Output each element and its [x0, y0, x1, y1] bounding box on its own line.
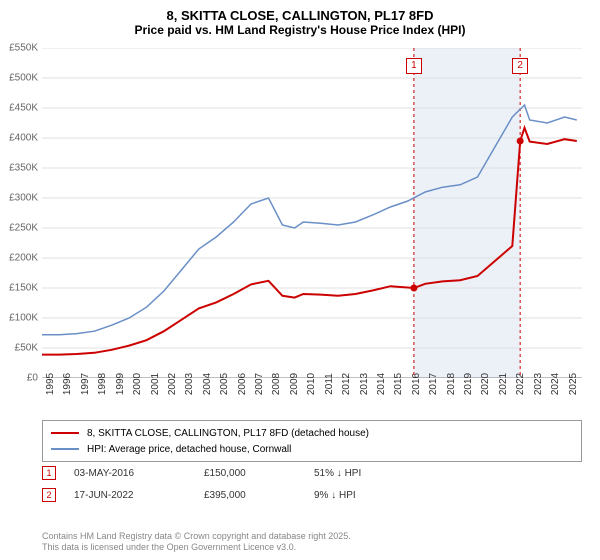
x-tick-label: 2023 [533, 373, 544, 395]
x-tick-label: 2009 [289, 373, 300, 395]
y-tick-label: £400K [0, 133, 38, 144]
x-tick-label: 2002 [167, 373, 178, 395]
y-tick-label: £0 [0, 373, 38, 384]
x-tick-label: 2015 [393, 373, 404, 395]
sale-row: 1 03-MAY-2016£150,00051% ↓ HPI [42, 462, 414, 484]
chart-area: £0£50K£100K£150K£200K£250K£300K£350K£400… [42, 48, 582, 378]
x-tick-label: 2018 [446, 373, 457, 395]
footer-line1: Contains HM Land Registry data © Crown c… [42, 531, 351, 543]
x-tick-label: 2025 [568, 373, 579, 395]
chart-title-block: 8, SKITTA CLOSE, CALLINGTON, PL17 8FD Pr… [0, 0, 600, 41]
sales-table: 1 03-MAY-2016£150,00051% ↓ HPI 2 17-JUN-202… [42, 462, 414, 506]
sale-row-price: £395,000 [204, 490, 314, 501]
y-tick-label: £550K [0, 43, 38, 54]
x-tick-label: 2010 [306, 373, 317, 395]
y-tick-label: £200K [0, 253, 38, 264]
sale-row-delta: 9% ↓ HPI [314, 490, 414, 501]
x-tick-label: 2001 [150, 373, 161, 395]
y-tick-label: £100K [0, 313, 38, 324]
x-tick-label: 2007 [254, 373, 265, 395]
x-tick-label: 2006 [237, 373, 248, 395]
x-tick-label: 2011 [324, 373, 335, 395]
x-tick-label: 2021 [498, 373, 509, 395]
x-tick-label: 2019 [463, 373, 474, 395]
x-tick-label: 2016 [411, 373, 422, 395]
sale-row-marker: 2 [42, 488, 56, 502]
footer-line2: This data is licensed under the Open Gov… [42, 542, 351, 554]
sale-row: 2 17-JUN-2022£395,0009% ↓ HPI [42, 484, 414, 506]
sale-row-delta: 51% ↓ HPI [314, 468, 414, 479]
x-tick-label: 1999 [115, 373, 126, 395]
y-tick-label: £300K [0, 193, 38, 204]
sale-row-price: £150,000 [204, 468, 314, 479]
legend-label: HPI: Average price, detached house, Corn… [87, 444, 291, 455]
sale-marker-box: 2 [512, 58, 528, 74]
legend-item: HPI: Average price, detached house, Corn… [51, 441, 573, 457]
x-tick-label: 2024 [550, 373, 561, 395]
y-tick-label: £150K [0, 283, 38, 294]
sale-row-date: 17-JUN-2022 [74, 490, 204, 501]
sale-row-date: 03-MAY-2016 [74, 468, 204, 479]
sale-marker-box: 1 [406, 58, 422, 74]
legend: 8, SKITTA CLOSE, CALLINGTON, PL17 8FD (d… [42, 420, 582, 462]
title-line2: Price paid vs. HM Land Registry's House … [0, 23, 600, 37]
chart-svg [42, 48, 582, 378]
x-tick-label: 1995 [45, 373, 56, 395]
y-tick-label: £250K [0, 223, 38, 234]
x-tick-label: 2008 [271, 373, 282, 395]
legend-swatch [51, 432, 79, 434]
y-tick-label: £350K [0, 163, 38, 174]
x-tick-label: 2020 [480, 373, 491, 395]
y-tick-label: £500K [0, 73, 38, 84]
x-tick-label: 1996 [62, 373, 73, 395]
legend-label: 8, SKITTA CLOSE, CALLINGTON, PL17 8FD (d… [87, 428, 369, 439]
x-tick-label: 1997 [80, 373, 91, 395]
sale-row-marker: 1 [42, 466, 56, 480]
x-tick-label: 2013 [359, 373, 370, 395]
series-hpi_cornwall [42, 105, 577, 335]
x-tick-label: 2017 [428, 373, 439, 395]
x-tick-label: 2004 [202, 373, 213, 395]
legend-item: 8, SKITTA CLOSE, CALLINGTON, PL17 8FD (d… [51, 425, 573, 441]
x-tick-label: 1998 [97, 373, 108, 395]
x-tick-label: 2012 [341, 373, 352, 395]
x-tick-label: 2005 [219, 373, 230, 395]
x-tick-label: 2003 [184, 373, 195, 395]
title-line1: 8, SKITTA CLOSE, CALLINGTON, PL17 8FD [0, 8, 600, 23]
footer: Contains HM Land Registry data © Crown c… [42, 531, 351, 554]
x-tick-label: 2022 [515, 373, 526, 395]
y-tick-label: £450K [0, 103, 38, 114]
legend-swatch [51, 448, 79, 450]
x-tick-label: 2000 [132, 373, 143, 395]
y-tick-label: £50K [0, 343, 38, 354]
x-tick-label: 2014 [376, 373, 387, 395]
